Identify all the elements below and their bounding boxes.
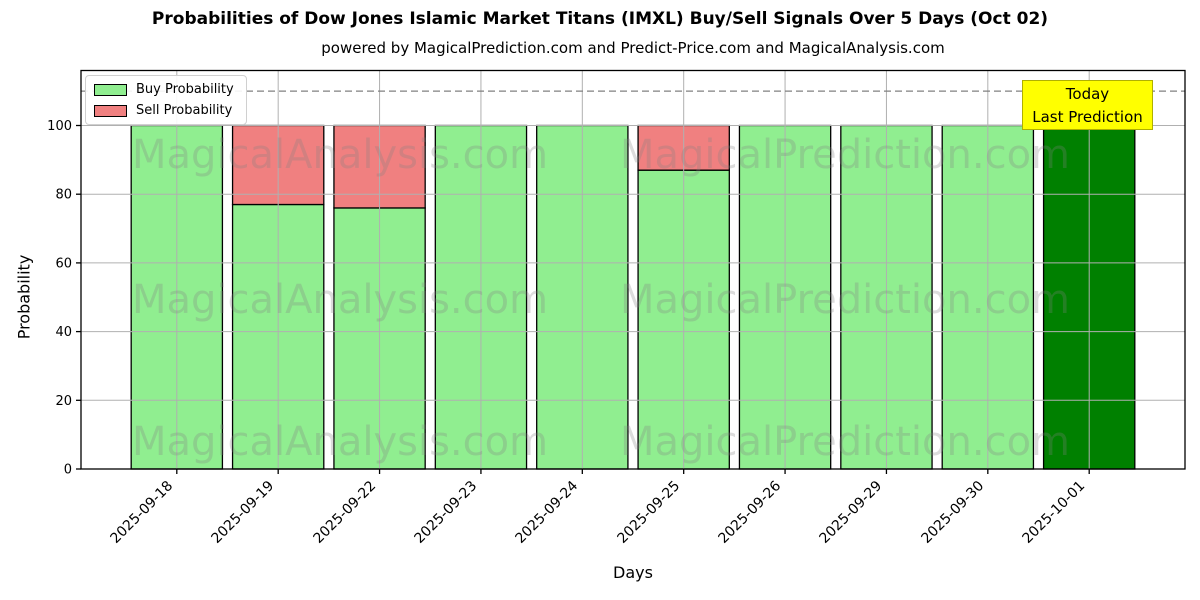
legend-buy-label: Buy Probability	[136, 82, 234, 97]
y-tick-label: 0	[64, 463, 72, 478]
y-tick-label: 80	[55, 188, 72, 203]
y-tick-label: 100	[47, 119, 72, 134]
today-annotation: Today Last Prediction	[1022, 80, 1153, 130]
legend-sell-label: Sell Probability	[136, 103, 233, 118]
today-annotation-line1: Today	[1065, 85, 1110, 103]
today-annotation-line2: Last Prediction	[1032, 108, 1143, 126]
legend: Buy Probability Sell Probability	[85, 75, 247, 125]
legend-item-buy: Buy Probability	[94, 82, 234, 97]
legend-buy-swatch	[94, 83, 127, 96]
y-tick-label: 40	[55, 325, 72, 340]
legend-sell-swatch	[94, 104, 127, 117]
plot-border	[80, 69, 1186, 470]
y-tick-label: 60	[55, 256, 72, 271]
chart-title: Probabilities of Dow Jones Islamic Marke…	[151, 9, 1049, 29]
x-axis-label: Days	[613, 563, 653, 582]
y-tick-label: 20	[55, 394, 72, 409]
chart-subtitle: powered by MagicalPrediction.com and Pre…	[321, 39, 945, 57]
y-axis-label: Probability	[14, 254, 34, 340]
legend-item-sell: Sell Probability	[94, 103, 234, 118]
